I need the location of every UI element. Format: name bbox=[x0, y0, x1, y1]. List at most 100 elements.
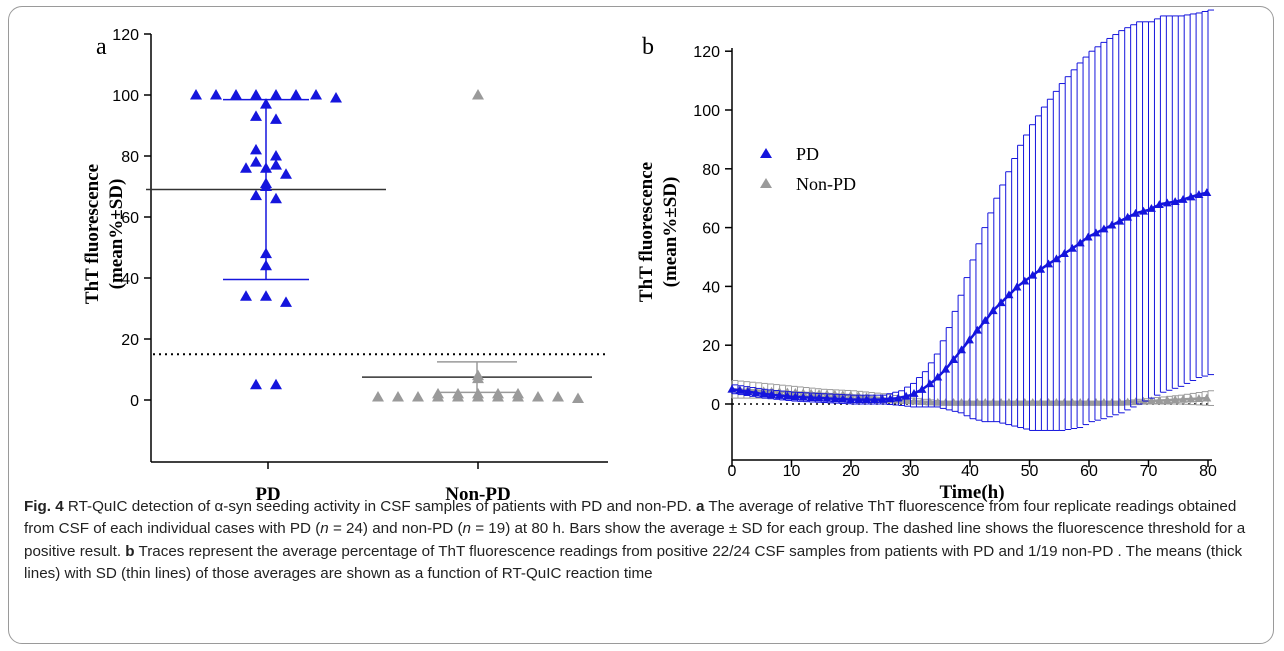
pd-point bbox=[1067, 243, 1077, 252]
pd-point bbox=[830, 394, 840, 403]
pd-point bbox=[260, 98, 272, 109]
nonpd-point bbox=[1059, 398, 1069, 406]
nonpd-point bbox=[1131, 397, 1141, 406]
pd-point bbox=[1020, 276, 1030, 285]
pd-point bbox=[996, 298, 1006, 307]
pd-point bbox=[782, 391, 792, 400]
pd-point bbox=[798, 392, 808, 401]
pd-point bbox=[260, 290, 272, 301]
nonpd-point bbox=[988, 398, 998, 406]
panel-b-xtick-label: 10 bbox=[783, 463, 801, 480]
nonpd-point bbox=[1012, 398, 1022, 406]
caption-text-4: = 19) at 80 h. Bars show the average ± S… bbox=[24, 520, 1246, 560]
pd-point bbox=[1028, 270, 1038, 279]
nonpd-point bbox=[1202, 393, 1212, 402]
pd-point bbox=[759, 389, 769, 398]
pd-point bbox=[877, 394, 887, 403]
nonpd-point bbox=[492, 387, 504, 399]
nonpd-point bbox=[472, 387, 484, 399]
caption-b-label: b bbox=[125, 542, 135, 560]
panel-b-xtick-label: 70 bbox=[1140, 463, 1158, 480]
pd-point bbox=[240, 162, 252, 173]
legend-pd-marker bbox=[760, 148, 772, 158]
pd-point bbox=[310, 89, 322, 100]
panel-a-ytick-label: 120 bbox=[112, 27, 139, 44]
pd-point bbox=[1059, 249, 1069, 258]
pd-point bbox=[885, 394, 895, 403]
nonpd-point bbox=[412, 390, 424, 402]
pd-point bbox=[290, 89, 302, 100]
panel-b-ylabel-line2: (mean%±SD) bbox=[660, 177, 681, 288]
nonpd-point bbox=[392, 390, 404, 402]
pd-point bbox=[964, 335, 974, 344]
legend-nonpd-label: Non-PD bbox=[796, 174, 856, 194]
pd-point bbox=[1012, 282, 1022, 291]
panel-b-ytick-label: 120 bbox=[693, 44, 720, 61]
pd-point bbox=[240, 290, 252, 301]
nonpd-point bbox=[1162, 395, 1172, 404]
pd-point bbox=[270, 89, 282, 100]
nonpd-point bbox=[1051, 398, 1061, 406]
panel-a: a ThT fluorescence (mean%±SD) 0 20 40 60 80 1… bbox=[82, 27, 608, 505]
caption-n-1: n bbox=[320, 520, 329, 538]
pd-point bbox=[1146, 204, 1156, 212]
panel-b-xtick-label: 30 bbox=[902, 463, 920, 480]
caption-a-label: a bbox=[695, 498, 705, 515]
pd-point bbox=[1139, 206, 1149, 215]
pd-point bbox=[869, 395, 879, 403]
panel-b-ytick-label: 20 bbox=[702, 338, 720, 355]
nonpd-point bbox=[1083, 398, 1093, 406]
nonpd-point bbox=[1115, 397, 1125, 406]
nonpd-point bbox=[972, 398, 982, 406]
pd-point bbox=[949, 355, 959, 363]
pd-point bbox=[1194, 190, 1204, 198]
panel-a-ytick-label: 0 bbox=[130, 393, 139, 410]
pd-point bbox=[980, 316, 990, 324]
nonpd-point bbox=[1036, 398, 1046, 406]
nonpd-point bbox=[925, 397, 935, 406]
panel-b: b ThT fluorescence (mean%±SD) Time(h) 0 2… bbox=[636, 9, 1217, 503]
nonpd-point bbox=[1178, 394, 1188, 403]
panel-a-category-label: PD bbox=[255, 484, 280, 505]
pd-point bbox=[260, 162, 272, 173]
nonpd-point bbox=[1107, 398, 1117, 406]
panel-b-xtick-label: 60 bbox=[1080, 463, 1098, 480]
pd-point bbox=[956, 345, 966, 354]
pd-point bbox=[1202, 188, 1212, 196]
panel-b-ticks: 0 20 40 60 80 100 120 0 10 20 30 40 50 60 70 80 bbox=[693, 44, 1217, 480]
nonpd-point bbox=[1067, 398, 1077, 406]
pd-point bbox=[270, 150, 282, 161]
panel-b-label: b bbox=[642, 34, 654, 60]
panel-a-ticks: 0 20 40 60 80 100 120 PD Non-PD bbox=[112, 27, 510, 505]
pd-point bbox=[972, 325, 982, 334]
legend-pd-label: PD bbox=[796, 144, 819, 164]
pd-point bbox=[260, 177, 272, 188]
panel-b-ytick-label: 40 bbox=[702, 279, 720, 296]
pd-point bbox=[250, 156, 262, 167]
pd-point bbox=[1051, 254, 1061, 263]
pd-point bbox=[1115, 216, 1125, 225]
panel-b-ylabel-line1: ThT fluorescence bbox=[636, 162, 657, 302]
pd-point bbox=[260, 247, 272, 259]
nonpd-point bbox=[1146, 396, 1156, 405]
pd-point bbox=[280, 168, 292, 179]
nonpd-point bbox=[1091, 398, 1101, 406]
caption-text-2: The average of relative ThT fluorescence… bbox=[24, 498, 1237, 538]
pd-point bbox=[250, 89, 262, 100]
nonpd-point bbox=[452, 387, 464, 399]
caption-text-3: = 24) and non-PD ( bbox=[328, 520, 463, 538]
pd-point bbox=[1099, 224, 1109, 233]
pd-point bbox=[1075, 238, 1085, 247]
panel-b-xtick-label: 0 bbox=[728, 463, 737, 480]
pd-point bbox=[751, 388, 761, 397]
nonpd-point bbox=[572, 392, 584, 403]
caption-fig-label: Fig. 4 bbox=[24, 498, 64, 515]
pd-point bbox=[735, 385, 745, 394]
pd-point bbox=[250, 110, 262, 121]
nonpd-point bbox=[472, 369, 484, 381]
pd-point bbox=[925, 379, 935, 388]
panel-b-marks bbox=[727, 9, 1214, 431]
nonpd-point bbox=[1194, 394, 1204, 402]
panel-b-xtick-label: 50 bbox=[1021, 463, 1039, 480]
